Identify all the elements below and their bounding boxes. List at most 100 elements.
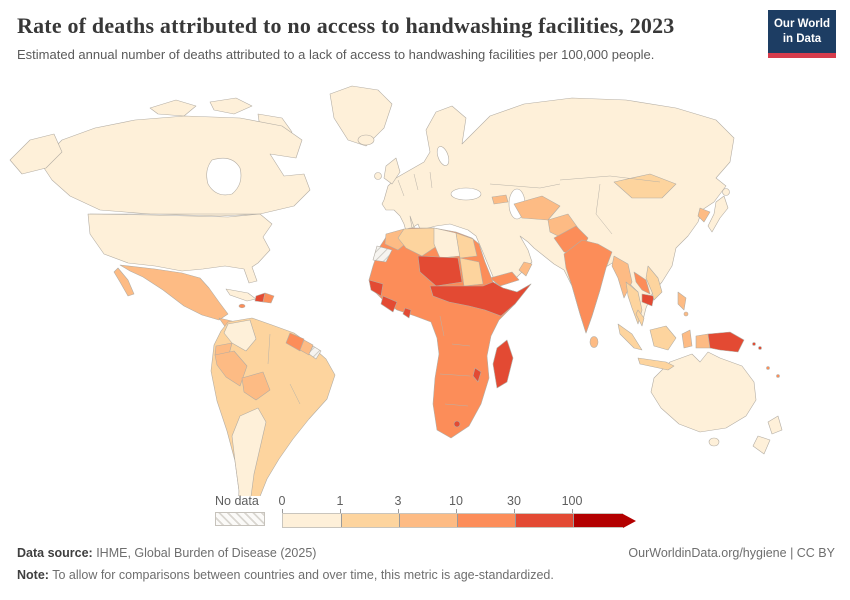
region-canada[interactable] <box>39 115 311 217</box>
page-title: Rate of deaths attributed to no access t… <box>17 13 675 38</box>
tick-0: 0 <box>278 494 286 508</box>
legend-bin-100plus[interactable] <box>573 514 623 527</box>
region-usa[interactable] <box>87 213 273 284</box>
chart-footer: Data source: IHME, Global Burden of Dise… <box>17 545 835 584</box>
tick-100: 100 <box>561 494 583 508</box>
region-uk[interactable] <box>383 157 401 185</box>
legend-bin-0-1[interactable] <box>283 514 341 527</box>
black-sea <box>450 187 482 201</box>
no-data-swatch <box>215 512 265 526</box>
note-label: Note: <box>17 567 49 582</box>
region-new-zealand-north[interactable] <box>767 415 783 435</box>
region-egypt[interactable] <box>455 232 478 259</box>
region-india[interactable] <box>563 239 613 334</box>
data-source-line: Data source: IHME, Global Burden of Dise… <box>17 545 316 562</box>
region-alaska[interactable] <box>9 133 63 175</box>
hudson-bay <box>206 157 242 196</box>
region-sulawesi[interactable] <box>681 329 693 349</box>
region-mexico[interactable] <box>119 264 229 321</box>
legend-color-bar <box>282 513 623 528</box>
tick-10: 10 <box>449 494 463 508</box>
region-philippines-2[interactable] <box>683 311 689 317</box>
region-fiji[interactable] <box>776 374 780 378</box>
region-philippines[interactable] <box>677 291 687 311</box>
region-papua-new-guinea[interactable] <box>707 331 745 353</box>
region-yemen[interactable] <box>489 271 520 287</box>
region-north-korea[interactable] <box>697 207 711 223</box>
region-solomon-2[interactable] <box>758 346 762 350</box>
logo-line2: in Data <box>782 32 822 45</box>
region-peru[interactable] <box>214 350 248 387</box>
region-java[interactable] <box>637 357 675 371</box>
region-malawi[interactable] <box>472 367 482 383</box>
region-vietnam[interactable] <box>645 265 663 301</box>
owid-logo[interactable]: Our World in Data <box>768 10 836 58</box>
region-canada-arctic2[interactable] <box>209 97 253 115</box>
legend-ticks: 0 1 3 10 30 100 <box>278 494 642 514</box>
tick-1: 1 <box>336 494 344 508</box>
region-ireland[interactable] <box>374 172 382 180</box>
region-niger-chad[interactable] <box>417 255 463 287</box>
region-japan[interactable] <box>707 195 729 233</box>
region-cote-divoire[interactable] <box>380 295 398 313</box>
region-libya[interactable] <box>433 227 461 259</box>
region-canada-arctic1[interactable] <box>149 99 197 117</box>
region-suriname[interactable] <box>299 339 314 356</box>
chart-subtitle: Estimated annual number of deaths attrib… <box>17 47 655 63</box>
legend-bin-30-100[interactable] <box>515 514 573 527</box>
region-baja[interactable] <box>113 267 135 297</box>
data-source-label: Data source: <box>17 546 93 560</box>
legend-bin-1-3[interactable] <box>341 514 399 527</box>
logo-line1: Our World <box>773 18 830 30</box>
region-caucasus[interactable] <box>491 194 509 205</box>
region-bolivia[interactable] <box>241 371 271 401</box>
region-cuba[interactable] <box>225 288 257 302</box>
region-lesotho[interactable] <box>453 420 461 428</box>
region-guyana[interactable] <box>285 332 305 352</box>
region-french-guiana[interactable] <box>308 345 322 360</box>
region-southern-cone[interactable] <box>231 407 267 496</box>
region-sumatra[interactable] <box>617 323 643 351</box>
chart-header: Rate of deaths attributed to no access t… <box>17 13 752 64</box>
region-new-zealand-south[interactable] <box>752 435 771 455</box>
region-colombia[interactable] <box>223 319 257 352</box>
region-mongolia[interactable] <box>613 173 677 199</box>
tick-3: 3 <box>394 494 402 508</box>
tick-30: 30 <box>507 494 521 508</box>
region-malay-peninsula[interactable] <box>635 309 645 327</box>
region-senegal-guinea[interactable] <box>368 279 384 297</box>
region-laos[interactable] <box>633 271 651 295</box>
region-solomon-1[interactable] <box>752 342 756 346</box>
region-benin-togo[interactable] <box>402 307 412 319</box>
data-source-text: IHME, Global Burden of Disease (2025) <box>92 546 317 560</box>
legend-bar-wrap: 0 1 3 10 30 100 <box>278 494 642 528</box>
region-tasmania[interactable] <box>708 437 720 447</box>
legend-arrow <box>623 513 636 528</box>
baltic-sea <box>436 146 450 166</box>
note-line: Note: To allow for comparisons between c… <box>17 567 835 584</box>
map-legend: No data 0 1 3 10 30 100 <box>0 494 850 536</box>
region-dominican-republic[interactable] <box>262 292 275 304</box>
region-western-sahara[interactable] <box>372 245 393 263</box>
region-sri-lanka[interactable] <box>589 336 599 348</box>
region-cambodia[interactable] <box>641 293 655 307</box>
region-japan-hokkaido[interactable] <box>722 188 730 196</box>
legend-no-data[interactable]: No data <box>215 494 265 526</box>
region-vanuatu[interactable] <box>766 366 770 370</box>
region-iceland[interactable] <box>357 134 375 146</box>
region-australia[interactable] <box>650 351 757 433</box>
region-borneo[interactable] <box>649 325 677 351</box>
country-borders <box>90 171 661 407</box>
region-oman[interactable] <box>518 261 533 277</box>
region-sudan[interactable] <box>459 257 484 287</box>
region-horn-of-africa[interactable] <box>429 281 532 317</box>
legend-bin-3-10[interactable] <box>399 514 457 527</box>
owid-link[interactable]: OurWorldinData.org/hygiene | CC BY <box>628 546 835 560</box>
legend-no-data-label: No data <box>215 494 259 508</box>
region-jamaica[interactable] <box>238 303 246 309</box>
region-greenland[interactable] <box>329 85 393 147</box>
region-west-papua[interactable] <box>695 333 711 349</box>
region-madagascar[interactable] <box>492 339 514 389</box>
legend-bin-10-30[interactable] <box>457 514 515 527</box>
region-uzbekistan-turkmenistan[interactable] <box>513 195 561 221</box>
